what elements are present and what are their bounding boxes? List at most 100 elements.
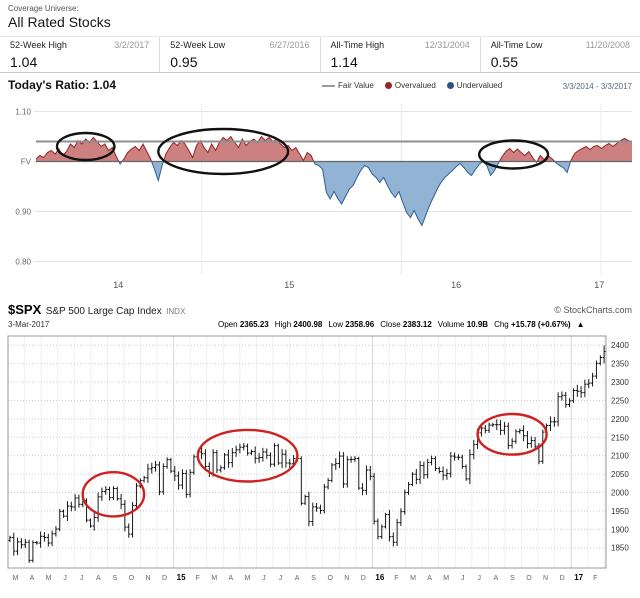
stat-52-week-high: 52-Week High 3/2/2017 1.04 <box>0 37 161 72</box>
svg-text:M: M <box>46 575 52 582</box>
quote-high: High 2400.98 <box>274 320 323 329</box>
date-range: 3/3/2014 - 3/3/2017 <box>562 82 632 91</box>
stat-all-time-low: All-Time Low 11/20/2008 0.55 <box>481 37 640 72</box>
stat-all-time-high: All-Time High 12/31/2004 1.14 <box>321 37 481 72</box>
svg-text:N: N <box>145 575 150 582</box>
svg-text:A: A <box>494 575 499 582</box>
svg-text:O: O <box>526 575 532 582</box>
svg-text:17: 17 <box>574 573 583 582</box>
svg-text:F: F <box>394 575 398 582</box>
svg-text:1950: 1950 <box>611 507 629 516</box>
spx-header: $SPX S&P 500 Large Cap Index INDX © Stoc… <box>8 303 632 319</box>
legend-label: Undervalued <box>456 81 503 90</box>
undervalued-dot-icon <box>446 82 454 89</box>
svg-text:2100: 2100 <box>611 452 629 461</box>
svg-text:A: A <box>30 575 35 582</box>
svg-text:A: A <box>96 575 101 582</box>
svg-text:N: N <box>543 575 548 582</box>
quote-low: Low 2358.96 <box>328 320 375 329</box>
annotation-ellipse <box>81 470 146 518</box>
svg-text:16: 16 <box>451 280 461 290</box>
coverage-universe-label: Coverage Universe: <box>8 4 79 13</box>
spx-plot-border <box>7 335 607 569</box>
annotation-ellipse <box>476 412 548 456</box>
svg-text:J: J <box>262 575 266 582</box>
svg-text:1.10: 1.10 <box>15 108 31 117</box>
chart-legend: Fair Value Overvalued Undervalued <box>322 81 502 90</box>
stat-value: 0.95 <box>170 54 198 70</box>
svg-text:M: M <box>443 575 449 582</box>
todays-ratio: Today's Ratio: 1.04 <box>8 78 116 92</box>
svg-text:A: A <box>427 575 432 582</box>
ratio-annotations <box>55 127 550 176</box>
stat-52-week-low: 52-Week Low 6/27/2016 0.95 <box>160 37 321 72</box>
copyright-label: © StockCharts.com <box>554 305 632 315</box>
svg-text:N: N <box>344 575 349 582</box>
quote-row: 3-Mar-2017 Open 2365.23 High 2400.98 Low… <box>8 320 636 329</box>
stat-date: 11/20/2008 <box>585 40 630 50</box>
up-arrow-icon: ▲ <box>576 320 585 329</box>
quote-close: Close 2383.12 <box>380 320 432 329</box>
quote-volume: Volume 10.9B <box>437 320 489 329</box>
ratio-x-labels: 14 15 16 17 <box>113 280 604 290</box>
svg-text:D: D <box>162 575 167 582</box>
svg-text:S: S <box>311 575 316 582</box>
svg-text:0.80: 0.80 <box>15 258 31 267</box>
coverage-universe-title: All Rated Stocks <box>8 14 111 30</box>
svg-text:2300: 2300 <box>611 378 629 387</box>
spx-gridlines <box>8 336 606 568</box>
legend-label: Overvalued <box>394 81 436 90</box>
svg-text:2400: 2400 <box>611 341 629 350</box>
svg-text:A: A <box>228 575 233 582</box>
svg-text:2050: 2050 <box>611 470 629 479</box>
quote-change: Chg +15.78 (+0.67%) <box>494 320 571 329</box>
svg-text:M: M <box>244 575 250 582</box>
stat-value: 1.14 <box>330 54 358 70</box>
annotation-ellipse <box>157 127 290 176</box>
annotation-ellipse <box>55 131 116 162</box>
svg-text:J: J <box>279 575 283 582</box>
svg-text:2200: 2200 <box>611 415 629 424</box>
svg-text:FV: FV <box>21 158 32 167</box>
svg-text:M: M <box>410 575 416 582</box>
svg-text:2350: 2350 <box>611 360 629 369</box>
stat-date: 6/27/2016 <box>269 40 310 50</box>
overvalued-dot-icon <box>384 82 392 89</box>
svg-text:15: 15 <box>284 280 294 290</box>
stat-value: 0.55 <box>490 54 518 70</box>
svg-text:0.90: 0.90 <box>15 208 31 217</box>
index-name: S&P 500 Large Cap Index <box>45 306 162 317</box>
svg-text:14: 14 <box>113 280 123 290</box>
svg-text:S: S <box>113 575 118 582</box>
stat-date: 3/2/2017 <box>114 40 150 50</box>
svg-text:M: M <box>211 575 217 582</box>
svg-text:17: 17 <box>594 280 604 290</box>
svg-text:O: O <box>129 575 135 582</box>
fair-value-line-swatch <box>322 84 335 87</box>
legend-fair-value: Fair Value <box>322 81 374 90</box>
stat-value: 1.04 <box>10 54 38 70</box>
svg-text:F: F <box>196 575 200 582</box>
quote-open: Open 2365.23 <box>218 320 269 329</box>
svg-text:A: A <box>295 575 300 582</box>
stat-label: All-Time High <box>330 40 385 50</box>
svg-text:15: 15 <box>177 573 186 582</box>
spx-annotations <box>81 412 548 518</box>
legend-label: Fair Value <box>338 81 374 90</box>
svg-text:2150: 2150 <box>611 433 629 442</box>
ticker-symbol: $SPX <box>8 302 42 317</box>
svg-text:2250: 2250 <box>611 396 629 405</box>
ratio-gridlines: 1.10 FV 0.90 0.80 <box>15 104 632 274</box>
svg-text:D: D <box>560 575 565 582</box>
spx-x-labels: M A M J J A S O N D 15 F M A M J J A S O N D 16 F M A M J J A S O N D 17 F <box>13 573 598 582</box>
svg-text:J: J <box>478 575 482 582</box>
legend-undervalued: Undervalued <box>446 81 503 90</box>
ratio-series <box>36 135 632 227</box>
spx-y-labels: 1850 1900 1950 2000 2050 2100 2150 2200 2250 2300… <box>611 341 629 553</box>
svg-text:J: J <box>80 575 84 582</box>
todays-ratio-value: 1.04 <box>92 78 117 92</box>
stat-label: 52-Week High <box>10 40 67 50</box>
svg-text:F: F <box>593 575 597 582</box>
svg-text:J: J <box>461 575 465 582</box>
exchange-label: INDX <box>166 307 186 316</box>
